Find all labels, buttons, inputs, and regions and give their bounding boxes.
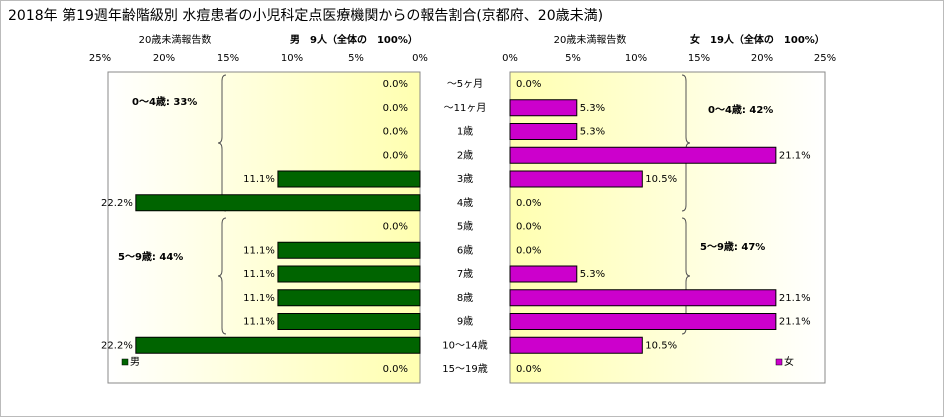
value-label: 22.2%	[101, 340, 133, 351]
value-label: 5.3%	[580, 269, 605, 280]
bar	[277, 313, 421, 330]
x-tick-label: 15%	[688, 53, 710, 64]
value-label: 0.0%	[383, 150, 408, 161]
category-label: 8歳	[457, 292, 473, 304]
x-tick-label: 5%	[565, 53, 581, 64]
category-label: 10～14歳	[442, 339, 487, 351]
value-label: 22.2%	[101, 198, 133, 209]
bar	[509, 265, 578, 283]
subtitle: 女 19人（全体の 100%）	[690, 33, 825, 46]
value-label: 0.0%	[383, 103, 408, 114]
chart-title: 2018年 第19週年齢階級別 水痘患者の小児科定点医療機関からの報告割合(京都…	[8, 7, 603, 24]
x-tick-label: 15%	[217, 53, 239, 64]
legend-label: 男	[130, 356, 140, 368]
value-label: 10.5%	[645, 340, 677, 351]
x-tick-label: 25%	[89, 53, 111, 64]
x-tick-label: 25%	[814, 53, 836, 64]
x-tick-label: 10%	[281, 53, 303, 64]
legend-label: 女	[784, 355, 794, 368]
value-label: 0.0%	[383, 364, 408, 375]
x-tick-label: 0%	[502, 53, 518, 64]
value-label: 0.0%	[383, 222, 408, 233]
category-label: 4歳	[457, 197, 473, 209]
x-tick-label: 0%	[412, 53, 428, 64]
value-label: 21.1%	[779, 293, 811, 304]
value-label: 5.3%	[580, 103, 605, 114]
plot-area-left	[107, 71, 421, 384]
category-label: 3歳	[457, 173, 473, 185]
value-label: 11.1%	[243, 174, 275, 185]
value-label: 10.5%	[645, 174, 677, 185]
annotation: 5～9歳: 44%	[118, 250, 183, 263]
bar	[135, 194, 421, 212]
x-tick-label: 20%	[153, 53, 175, 64]
category-label: 1歳	[457, 126, 473, 138]
bar	[509, 336, 643, 354]
value-label: 21.1%	[779, 317, 811, 328]
value-label: 0.0%	[516, 198, 541, 209]
bar	[277, 265, 421, 283]
category-label: 15～19歳	[442, 363, 487, 375]
category-label: 2歳	[457, 149, 473, 161]
category-label: 6歳	[457, 244, 473, 256]
bar	[509, 170, 643, 188]
category-label: 7歳	[457, 268, 473, 280]
x-tick-label: 20%	[751, 53, 773, 64]
annotation: 0～4歳: 42%	[708, 103, 773, 116]
bar	[277, 241, 421, 259]
bar	[509, 123, 578, 140]
bar	[509, 313, 777, 330]
category-label: ～5ヶ月	[447, 78, 483, 90]
bracket	[681, 217, 691, 335]
value-label: 11.1%	[243, 245, 275, 256]
x-tick-label: 10%	[625, 53, 647, 64]
value-label: 5.3%	[580, 127, 605, 138]
value-label: 11.1%	[243, 317, 275, 328]
legend-swatch	[121, 358, 129, 366]
bracket	[217, 217, 227, 335]
value-label: 21.1%	[779, 150, 811, 161]
axis-label: 20歳未満報告数	[554, 33, 627, 46]
bar	[509, 289, 777, 307]
bracket	[681, 74, 691, 212]
category-label: 5歳	[457, 221, 473, 233]
value-label: 11.1%	[243, 269, 275, 280]
value-label: 0.0%	[516, 364, 541, 375]
legend-swatch	[775, 358, 783, 366]
bar	[509, 99, 578, 117]
bar	[135, 336, 421, 354]
bar	[509, 146, 777, 164]
category-label: ～11ヶ月	[444, 102, 487, 114]
value-label: 0.0%	[516, 245, 541, 256]
value-label: 0.0%	[516, 222, 541, 233]
bar	[277, 289, 421, 307]
bar	[277, 170, 421, 188]
plot-area-right	[509, 71, 826, 384]
category-label: 9歳	[457, 316, 473, 328]
value-label: 11.1%	[243, 293, 275, 304]
value-label: 0.0%	[383, 127, 408, 138]
value-label: 0.0%	[516, 79, 541, 90]
value-label: 0.0%	[383, 79, 408, 90]
axis-label: 20歳未満報告数	[139, 33, 212, 46]
x-tick-label: 5%	[348, 53, 364, 64]
annotation: 5～9歳: 47%	[700, 240, 765, 253]
subtitle: 男 9人（全体の 100%）	[290, 33, 418, 46]
annotation: 0～4歳: 33%	[132, 95, 197, 108]
